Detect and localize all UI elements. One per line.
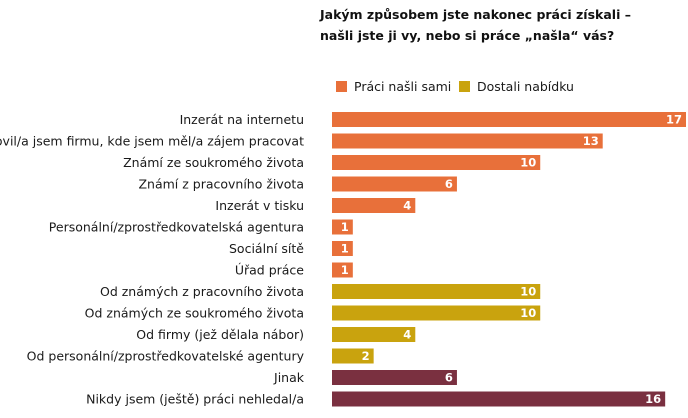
legend-label-nabidka: Dostali nabídku <box>477 79 574 94</box>
bar-value-label: 10 <box>520 156 536 170</box>
category-label: Personální/zprostředkovatelská agentura <box>49 220 304 235</box>
bar <box>332 262 353 278</box>
bar-value-label: 1 <box>341 220 349 234</box>
category-label: Od personální/zprostředkovatelské agentu… <box>27 349 305 364</box>
bar <box>332 219 353 235</box>
bar <box>332 198 416 213</box>
bar <box>332 176 457 192</box>
category-label: Známí ze soukromého života <box>123 155 304 170</box>
category-label: Sociální sítě <box>229 241 304 256</box>
bar-value-label: 4 <box>403 199 411 213</box>
bar-value-label: 10 <box>520 285 536 299</box>
bar <box>332 348 374 364</box>
bar <box>332 284 541 299</box>
legend-swatch-sami <box>336 81 347 92</box>
bar <box>332 241 353 256</box>
bar <box>332 155 541 170</box>
bar-value-label: 6 <box>445 177 453 191</box>
category-label: Od známých z pracovního života <box>100 284 304 299</box>
bar-value-label: 16 <box>645 392 661 406</box>
chart-title: Jakým způsobem jste nakonec práci získal… <box>320 4 680 46</box>
category-label: Inzerát na internetu <box>180 112 304 127</box>
legend-swatch-nabidka <box>459 81 470 92</box>
category-label: Jinak <box>273 370 305 385</box>
category-label: Známí z pracovního života <box>138 177 304 192</box>
legend-item-sami: Práci našli sami <box>336 79 451 94</box>
bar-value-label: 17 <box>666 113 682 127</box>
bar-value-label: 6 <box>445 371 453 385</box>
chart-title-line-2: našli jste ji vy, nebo si práce „našla“ … <box>320 28 615 43</box>
category-label: Úřad práce <box>235 263 304 278</box>
bar-value-label: 1 <box>341 242 349 256</box>
bar-value-label: 1 <box>341 263 349 277</box>
bar-value-label: 13 <box>583 134 599 148</box>
legend-label-sami: Práci našli sami <box>354 79 452 94</box>
bar-value-label: 10 <box>520 306 536 320</box>
bar <box>332 305 541 321</box>
bar <box>332 327 416 342</box>
bar <box>332 370 457 385</box>
category-label: Oslovil/a jsem firmu, kde jsem měl/a záj… <box>0 134 304 149</box>
bar <box>332 133 603 149</box>
bar <box>332 112 686 127</box>
bar-value-label: 2 <box>362 349 370 363</box>
legend-item-nabidka: Dostali nabídku <box>459 79 574 94</box>
category-label: Od známých ze soukromého života <box>85 306 304 321</box>
chart-legend: Práci našli sami Dostali nabídku <box>330 79 680 99</box>
bar <box>332 391 666 407</box>
bar-value-label: 4 <box>403 328 411 342</box>
category-label: Od firmy (jež dělala nábor) <box>136 327 304 342</box>
chart-title-line-1: Jakým způsobem jste nakonec práci získal… <box>320 7 631 22</box>
category-label: Inzerát v tisku <box>215 198 304 213</box>
category-label: Nikdy jsem (ještě) práci nehledal/a <box>86 392 304 407</box>
